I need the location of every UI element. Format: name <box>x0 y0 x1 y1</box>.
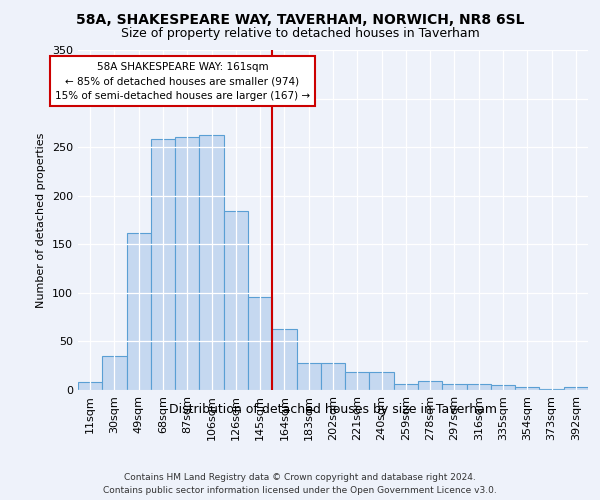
Bar <box>248 296 272 390</box>
Bar <box>418 382 442 390</box>
Bar <box>272 329 296 390</box>
Bar <box>78 382 102 390</box>
Text: 58A, SHAKESPEARE WAY, TAVERHAM, NORWICH, NR8 6SL: 58A, SHAKESPEARE WAY, TAVERHAM, NORWICH,… <box>76 12 524 26</box>
Bar <box>515 387 539 390</box>
Bar <box>370 372 394 390</box>
Text: Contains HM Land Registry data © Crown copyright and database right 2024.: Contains HM Land Registry data © Crown c… <box>124 472 476 482</box>
Bar <box>467 384 491 390</box>
Bar <box>345 372 370 390</box>
Bar <box>491 385 515 390</box>
Bar <box>199 134 224 390</box>
Bar <box>539 389 564 390</box>
Bar <box>442 384 467 390</box>
Bar <box>321 363 345 390</box>
Bar <box>151 140 175 390</box>
Bar <box>564 387 588 390</box>
Text: 58A SHAKESPEARE WAY: 161sqm
← 85% of detached houses are smaller (974)
15% of se: 58A SHAKESPEARE WAY: 161sqm ← 85% of det… <box>55 62 310 102</box>
Bar <box>296 363 321 390</box>
Bar <box>394 384 418 390</box>
Y-axis label: Number of detached properties: Number of detached properties <box>37 132 46 308</box>
Text: Size of property relative to detached houses in Taverham: Size of property relative to detached ho… <box>121 28 479 40</box>
Bar <box>175 138 199 390</box>
Text: Distribution of detached houses by size in Taverham: Distribution of detached houses by size … <box>169 402 497 415</box>
Bar <box>102 356 127 390</box>
Bar <box>127 232 151 390</box>
Bar <box>224 212 248 390</box>
Text: Contains public sector information licensed under the Open Government Licence v3: Contains public sector information licen… <box>103 486 497 495</box>
